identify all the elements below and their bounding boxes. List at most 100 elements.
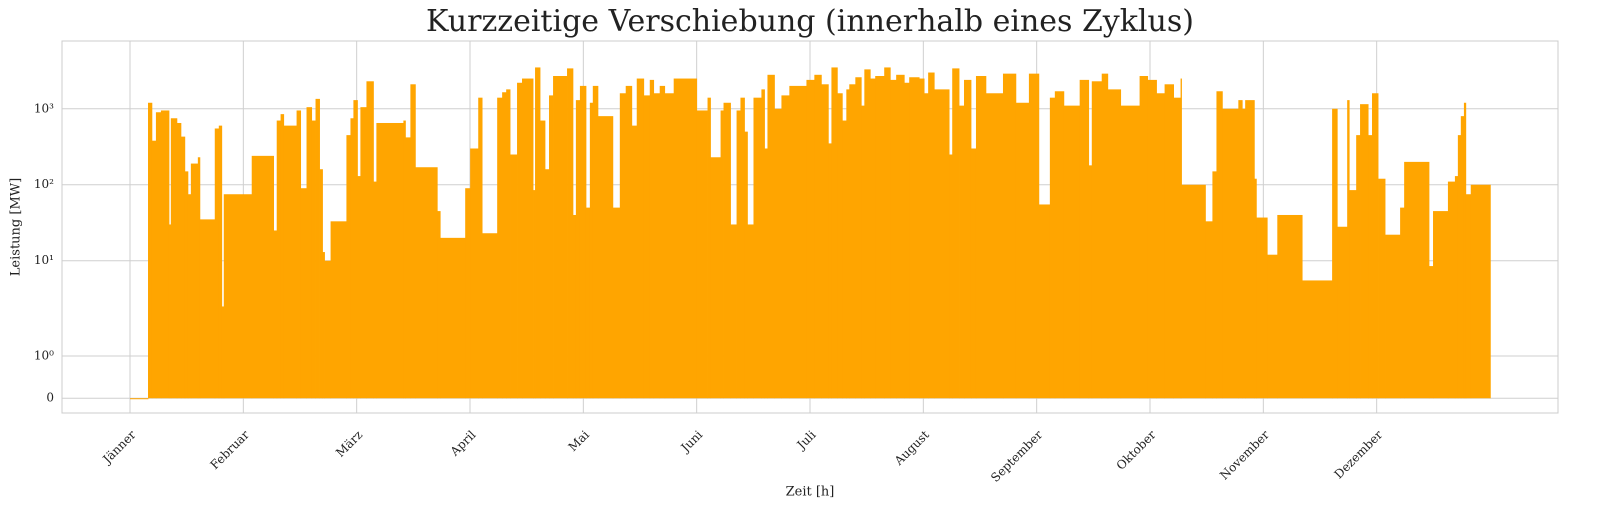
step-segment (346, 135, 351, 399)
step-segment (330, 221, 347, 399)
step-segment (631, 125, 638, 399)
step-segment (837, 93, 843, 399)
step-segment (1242, 108, 1246, 399)
step-segment (736, 110, 741, 399)
step-segment (1049, 97, 1056, 399)
step-segment (522, 78, 534, 399)
y-axis-label: Leistung [MW] (9, 178, 24, 276)
step-segment (959, 105, 965, 399)
x-tick-label: Jänner (99, 428, 139, 468)
step-segment (353, 100, 358, 399)
step-segment (730, 224, 737, 399)
step-segment (875, 76, 885, 399)
step-segment (970, 148, 977, 399)
step-segment (1378, 178, 1386, 399)
step-segment (1173, 97, 1181, 399)
step-segment (517, 82, 523, 399)
step-segment (168, 224, 172, 399)
step-segment (1107, 89, 1122, 399)
step-segment (506, 89, 511, 399)
step-segment (553, 76, 568, 399)
step-segment (540, 120, 546, 399)
step-segment (896, 74, 905, 399)
step-segment (1332, 108, 1338, 399)
step-segment (251, 155, 275, 399)
step-segment (410, 84, 416, 399)
step-segment (160, 110, 170, 399)
step-segment (1181, 184, 1206, 399)
step-segment (1277, 214, 1303, 399)
step-segment (861, 105, 865, 399)
step-segment (904, 82, 910, 399)
step-segment (497, 97, 503, 399)
x-tick-label: August (891, 428, 932, 469)
step-segment (740, 97, 745, 399)
step-segment (155, 112, 162, 399)
chart-title: Kurzzeitige Verschiebung (innerhalb eine… (426, 4, 1194, 39)
step-segment (884, 67, 891, 399)
step-segment (949, 154, 953, 399)
step-segment (1368, 135, 1373, 399)
step-segment (300, 188, 307, 399)
step-segment (176, 122, 182, 399)
step-segment (828, 143, 832, 399)
step-segment (952, 68, 960, 399)
step-segment (151, 140, 157, 399)
x-tick-label: November (1217, 428, 1272, 483)
step-segment (1088, 165, 1093, 399)
step-segment (747, 224, 754, 399)
step-segment (924, 93, 929, 399)
step-segment (1356, 135, 1361, 399)
step-segment (842, 120, 847, 399)
step-segment (575, 100, 581, 399)
step-segment (1347, 100, 1350, 399)
step-segment (774, 108, 782, 399)
step-segment (199, 219, 216, 399)
step-segment (1267, 254, 1278, 399)
step-segment (846, 89, 850, 399)
step-segment (533, 190, 536, 399)
step-segment (1404, 161, 1430, 399)
step-segment (1015, 102, 1030, 399)
step-segment (221, 306, 225, 399)
step-segment (1101, 73, 1109, 399)
step-segment (187, 194, 192, 399)
step-segment (502, 92, 507, 399)
step-segment (744, 131, 748, 399)
x-tick-label: Juli (793, 428, 819, 454)
y-tick-label: 10⁰ (34, 349, 54, 363)
step-segment (1489, 184, 1491, 399)
step-segment (273, 230, 278, 399)
step-segment (1463, 102, 1467, 399)
step-segment (1360, 104, 1369, 399)
step-segment (1460, 116, 1465, 399)
step-segment (283, 125, 297, 399)
step-segment (1205, 221, 1213, 399)
step-segment (311, 120, 316, 399)
step-segment (437, 211, 441, 399)
step-segment (1038, 204, 1051, 399)
step-segment (148, 102, 153, 399)
step-segment (636, 78, 645, 399)
step-segment (306, 107, 313, 399)
step-segment (296, 110, 302, 399)
step-segment (1028, 73, 1040, 399)
step-segment (1164, 84, 1174, 399)
step-segment (465, 188, 471, 399)
step-segment (710, 157, 721, 399)
step-segment (653, 93, 661, 399)
step-segment (864, 69, 871, 399)
step-segment (1428, 266, 1434, 399)
step-segment (373, 181, 377, 399)
step-segment (1256, 217, 1268, 399)
step-segment (1385, 234, 1401, 399)
step-segment (909, 77, 920, 399)
step-segment (1454, 176, 1459, 399)
step-segment (567, 68, 574, 399)
step-segment (849, 84, 856, 399)
step-segment (870, 78, 876, 399)
step-segment (549, 95, 554, 399)
step-segment (1120, 105, 1140, 399)
step-segment (1091, 81, 1103, 399)
step-segment (789, 85, 807, 399)
